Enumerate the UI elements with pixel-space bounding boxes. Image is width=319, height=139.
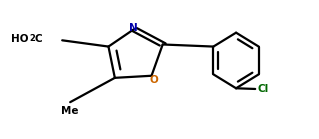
Text: Me: Me bbox=[61, 106, 78, 116]
Text: 2: 2 bbox=[30, 34, 35, 43]
Text: C: C bbox=[34, 34, 42, 44]
Text: O: O bbox=[149, 75, 158, 85]
Text: N: N bbox=[129, 23, 138, 33]
Text: Cl: Cl bbox=[258, 84, 269, 94]
Text: HO: HO bbox=[11, 34, 28, 44]
